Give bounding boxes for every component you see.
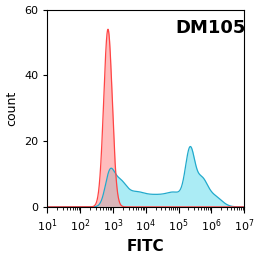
- Y-axis label: count: count: [5, 90, 18, 126]
- Text: DM105: DM105: [175, 20, 246, 37]
- X-axis label: FITC: FITC: [127, 239, 165, 255]
